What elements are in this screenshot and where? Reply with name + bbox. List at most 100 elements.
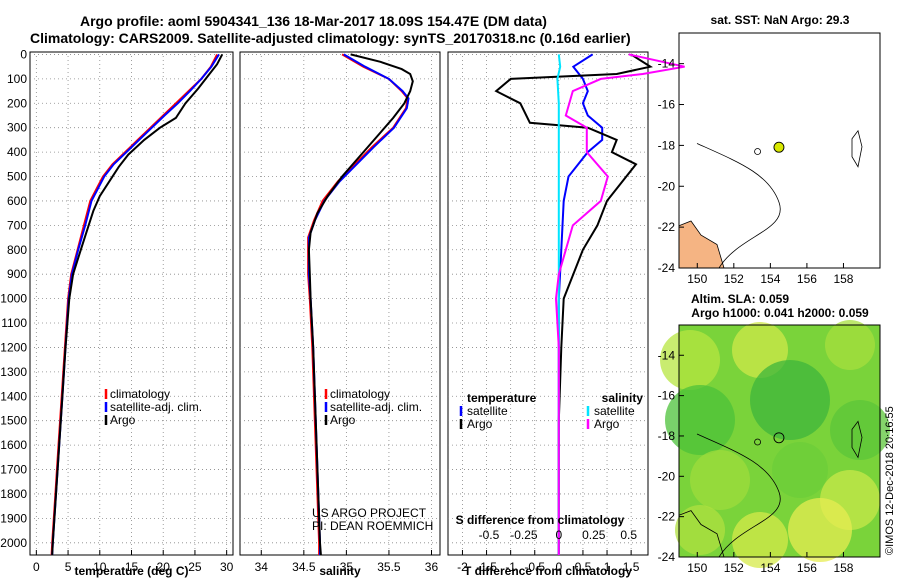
top-tick-label: 0 [555, 528, 562, 542]
legend-label: climatology [110, 387, 170, 401]
lon-tick-label: 158 [833, 272, 853, 286]
x-tick-label: -0.5 [524, 560, 545, 574]
sla-blob [675, 505, 725, 555]
panel3-legends: temperature salinitysatelliteArgosatellit… [456, 391, 644, 542]
land-coast [678, 220, 725, 269]
map-frame [678, 32, 881, 269]
title-line-2: Climatology: CARS2009. Satellite-adjuste… [30, 30, 631, 46]
lon-tick-label: 152 [724, 561, 744, 575]
depth-tick-label: 600 [7, 194, 27, 208]
legend-label: satellite-adj. clim. [330, 400, 422, 414]
reef-circle [754, 438, 761, 446]
lon-tick-label: 150 [687, 272, 707, 286]
x-tick-label: 0.5 [575, 560, 592, 574]
lat-tick-label: -24 [658, 550, 676, 564]
lat-tick-label: -16 [658, 98, 676, 112]
argo-location-marker [773, 141, 785, 153]
panel-2: 34 34.5 35 35.5 36 salinity [239, 51, 441, 578]
depth-tick-label: 700 [7, 218, 27, 232]
sla-blob [825, 320, 875, 370]
lat-tick-label: -24 [658, 261, 676, 275]
lon-tick-label: 156 [797, 561, 817, 575]
series-line-argo [51, 53, 224, 556]
lat-tick-label: -22 [658, 220, 676, 234]
map-frame [678, 324, 881, 558]
legend-label: Argo [330, 413, 356, 427]
legend-label: Argo [594, 417, 620, 431]
legend-title-temperature: temperature [467, 391, 537, 405]
lat-tick-label: -14 [658, 348, 676, 362]
depth-tick-label: 1800 [0, 487, 27, 501]
lat-tick-label: -20 [658, 469, 676, 483]
lat-tick-label: -14 [658, 57, 676, 71]
depth-tick-label: 1700 [0, 463, 27, 477]
x-tick-label: 30 [220, 560, 234, 574]
depth-tick-label: 400 [7, 145, 27, 159]
profile-charts: 0100200300400500600700800900100011001200… [0, 47, 685, 578]
x-tick-label: 35.5 [377, 560, 401, 574]
depth-contour [696, 143, 781, 269]
reef-outline [851, 420, 863, 459]
series-line-argo [307, 53, 414, 556]
sla-blob [772, 442, 828, 498]
argo-location-marker [773, 432, 785, 444]
legend-label: satellite [594, 404, 635, 418]
x-tick-label: 0 [555, 560, 562, 574]
lon-tick-label: 152 [724, 272, 744, 286]
map-sla-title-2: Argo h1000: 0.041 h2000: 0.059 [691, 306, 869, 320]
depth-tick-label: 1900 [0, 511, 27, 525]
depth-tick-label: 1600 [0, 438, 27, 452]
map-sst-title: sat. SST: NaN Argo: 29.3 [711, 13, 850, 27]
series-line-climatology [50, 53, 218, 556]
lat-tick-label: -18 [658, 138, 676, 152]
x-axis-label: temperature (deg C) [74, 564, 188, 578]
x-axis-label: salinity [319, 564, 361, 578]
lat-tick-label: -22 [658, 510, 676, 524]
maps: -14 -16 -18 -20 -22 -24 150 152 154 156 158 sat. SS… [658, 13, 890, 575]
lon-tick-label: 156 [797, 272, 817, 286]
x-tick-label: -2 [457, 560, 468, 574]
legend-label: satellite-adj. clim. [110, 400, 202, 414]
panel-3: -2 -1.5 -1 -0.5 0 0.5 1 1.5T difference from cl… [447, 51, 685, 578]
reef-circle [754, 148, 761, 155]
top-tick-label: -0.25 [510, 528, 538, 542]
top-tick-label: -0.5 [479, 528, 500, 542]
depth-tick-label: 1500 [0, 414, 27, 428]
x-tick-label: 0 [33, 560, 40, 574]
credit-project: US ARGO PROJECT [312, 506, 427, 520]
x-tick-label: 25 [188, 560, 202, 574]
lat-tick-label: -16 [658, 389, 676, 403]
depth-tick-label: 900 [7, 267, 27, 281]
series-line-satellite-adj-clim- [307, 53, 410, 555]
depth-contour [696, 433, 781, 558]
depth-tick-label: 100 [7, 72, 27, 86]
panel-1: 0100200300400500600700800900100011001200… [0, 47, 233, 578]
series-line-salinity-satellite [556, 54, 562, 555]
x-tick-label: 35 [340, 560, 354, 574]
series-line-temperature-argo [494, 53, 653, 555]
x-tick-label: 5 [65, 560, 72, 574]
sla-blob [750, 360, 830, 440]
x-tick-label: 1.5 [623, 560, 640, 574]
lat-tick-label: -20 [658, 179, 676, 193]
plot-frame [239, 51, 441, 556]
sla-blob [665, 385, 735, 455]
depth-tick-label: 1000 [0, 292, 27, 306]
x-tick-label: 20 [157, 560, 171, 574]
watermark: ©IMOS 12-Dec-2018 20:16:55 [884, 406, 896, 555]
legend-title-salinity: salinity [602, 391, 644, 405]
x-tick-label: -1.5 [476, 560, 497, 574]
lon-tick-label: 150 [687, 561, 707, 575]
map-sla: -14 -16 -18 -20 -22 -24 150 152 154 156 158 [658, 320, 890, 575]
series-line-temperature-satellite [557, 53, 604, 555]
sla-blob [732, 512, 788, 568]
x-tick-label: 10 [93, 560, 107, 574]
x-axis-label: T difference from climatology [464, 564, 632, 578]
sla-blob [690, 450, 750, 510]
legend-label: climatology [330, 387, 390, 401]
top-tick-label: 0.5 [620, 528, 637, 542]
depth-tick-label: 300 [7, 121, 27, 135]
